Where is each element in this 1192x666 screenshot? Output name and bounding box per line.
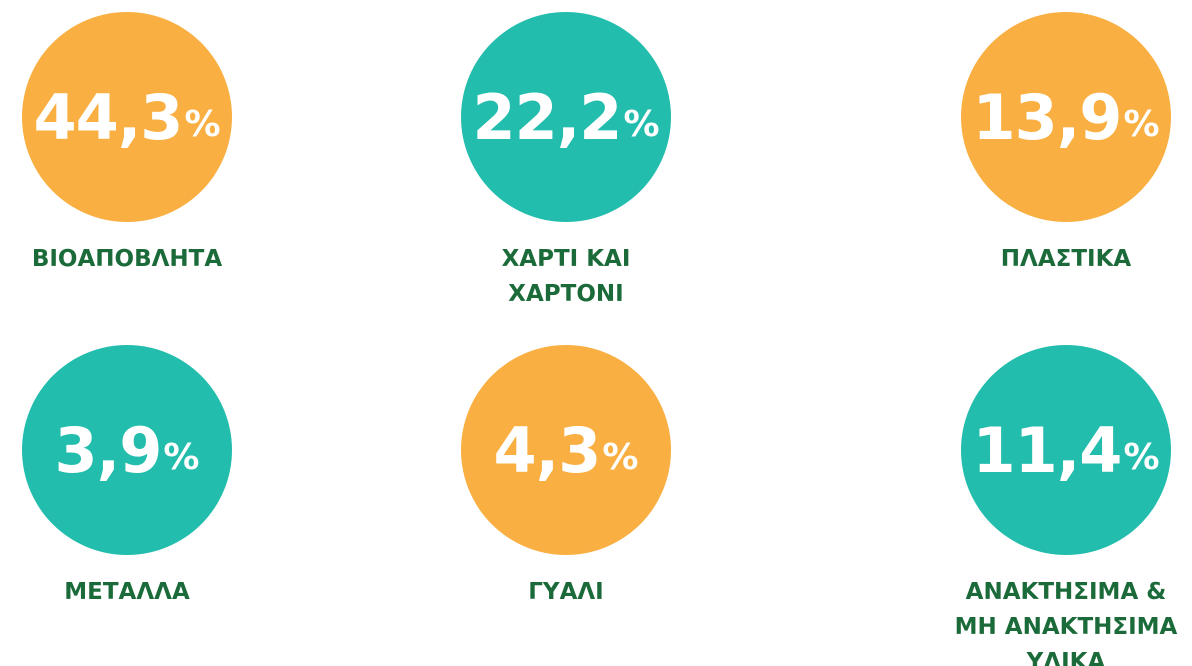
label-line: ΒΙΟΑΠΟΒΛΗΤΑ — [31, 246, 223, 272]
label-line: ΠΛΑΣΤΙΚΑ — [1000, 246, 1132, 272]
stat-value: 22,2 — [472, 80, 622, 154]
stat-unit: % — [184, 103, 221, 145]
stat-circle: 13,9% — [961, 12, 1171, 222]
stat-circle: 11,4% — [961, 345, 1171, 555]
label-line: ΥΛΙΚΑ — [1026, 649, 1106, 666]
stat-label: ΜΕΤΑΛΛΑ — [0, 575, 257, 610]
label-line: ΑΝΑΚΤΗΣΙΜΑ & — [965, 579, 1167, 605]
stat-label: ΑΝΑΚΤΗΣΙΜΑ & ΜΗ ΑΝΑΚΤΗΣΙΜΑ ΥΛΙΚΑ — [936, 575, 1192, 666]
stat-item: 44,3% ΒΙΟΑΠΟΒΛΗΤΑ — [0, 12, 257, 277]
stat-unit: % — [623, 103, 660, 145]
label-line: ΧΑΡΤΙ ΚΑΙ — [501, 246, 631, 272]
stat-circle: 22,2% — [461, 12, 671, 222]
stat-item: 4,3% ΓΥΑΛΙ — [436, 345, 696, 610]
stat-unit: % — [602, 436, 639, 478]
stat-item: 11,4% ΑΝΑΚΤΗΣΙΜΑ & ΜΗ ΑΝΑΚΤΗΣΙΜΑ ΥΛΙΚΑ — [936, 345, 1192, 666]
stat-label: ΧΑΡΤΙ ΚΑΙ ΧΑΡΤΟΝΙ — [436, 242, 696, 312]
stat-value: 13,9 — [972, 80, 1122, 154]
stat-label: ΠΛΑΣΤΙΚΑ — [936, 242, 1192, 277]
stat-unit: % — [1123, 103, 1160, 145]
label-line: ΧΑΡΤΟΝΙ — [508, 281, 624, 307]
stat-value: 4,3 — [493, 413, 602, 487]
stat-value: 3,9 — [54, 413, 163, 487]
stat-item: 13,9% ΠΛΑΣΤΙΚΑ — [936, 12, 1192, 277]
stat-label: ΒΙΟΑΠΟΒΛΗΤΑ — [0, 242, 257, 277]
stat-unit: % — [1123, 436, 1160, 478]
label-line: ΜΕΤΑΛΛΑ — [64, 579, 190, 605]
stat-value: 11,4 — [972, 413, 1122, 487]
stat-circle: 44,3% — [22, 12, 232, 222]
stat-item: 22,2% ΧΑΡΤΙ ΚΑΙ ΧΑΡΤΟΝΙ — [436, 12, 696, 312]
stat-value: 44,3 — [33, 80, 183, 154]
stat-circle: 4,3% — [461, 345, 671, 555]
label-line: ΜΗ ΑΝΑΚΤΗΣΙΜΑ — [954, 614, 1178, 640]
stat-item: 3,9% ΜΕΤΑΛΛΑ — [0, 345, 257, 610]
stat-unit: % — [163, 436, 200, 478]
stat-circle: 3,9% — [22, 345, 232, 555]
label-line: ΓΥΑΛΙ — [528, 579, 604, 605]
stat-label: ΓΥΑΛΙ — [436, 575, 696, 610]
